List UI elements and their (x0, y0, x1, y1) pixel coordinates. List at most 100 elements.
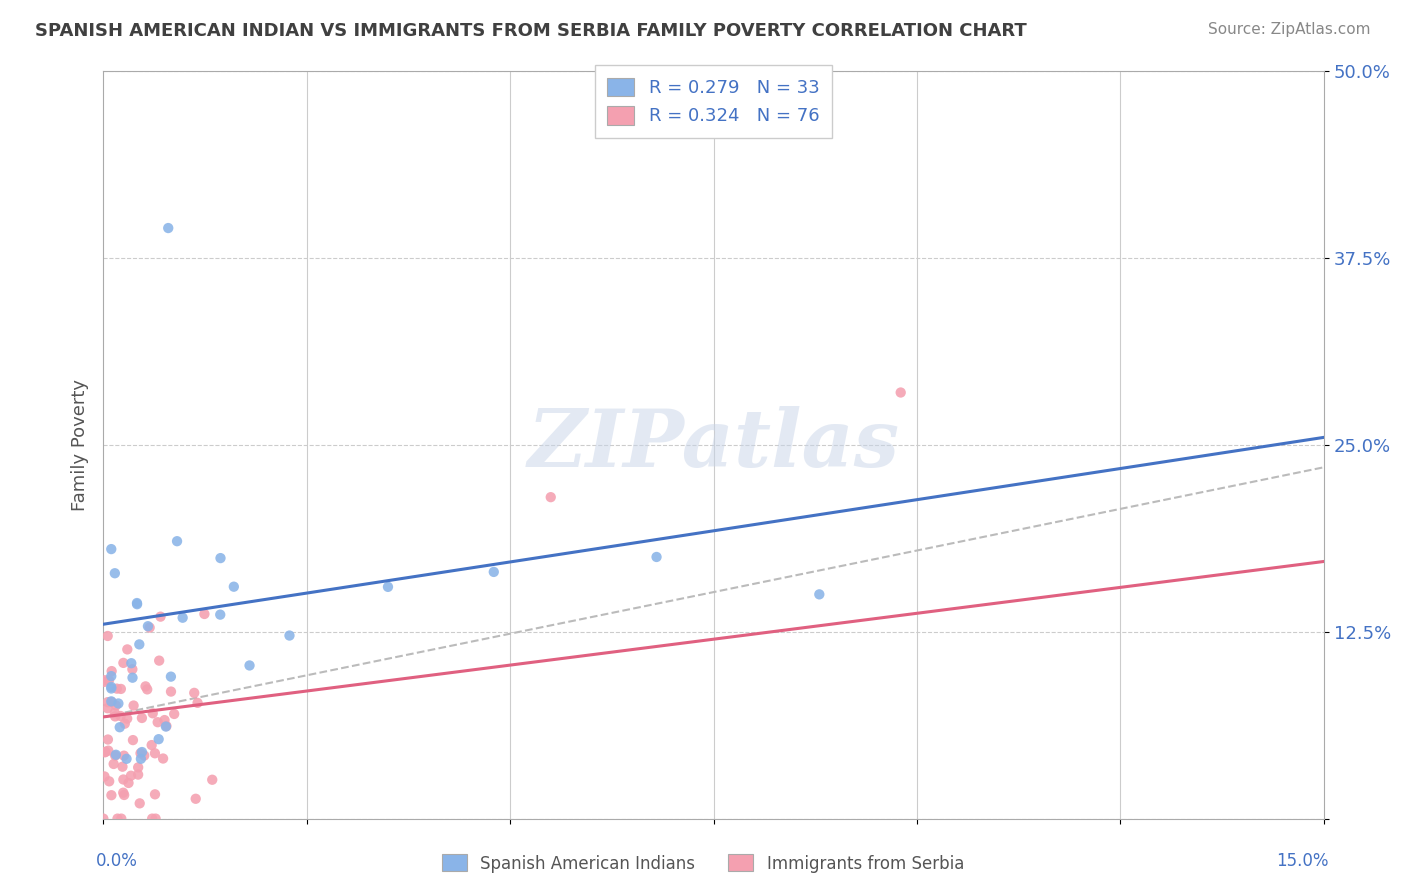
Point (238, 658, 260, 673)
Point (160, 684, 183, 698)
Point (122, 733, 145, 747)
Point (112, 788, 135, 802)
Point (645, 549, 668, 564)
Point (143, 788, 166, 802)
Point (152, 751, 174, 765)
Point (112, 656, 135, 670)
Point (138, 621, 160, 635)
Point (120, 656, 142, 670)
Point (101, 695, 124, 709)
Point (115, 752, 138, 766)
Point (278, 628, 301, 642)
Point (128, 637, 150, 651)
Point (128, 797, 150, 811)
Point (222, 580, 245, 594)
Legend: R = 0.279   N = 33, R = 0.324   N = 76: R = 0.279 N = 33, R = 0.324 N = 76 (595, 65, 832, 138)
Point (114, 716, 136, 731)
Point (134, 748, 156, 763)
Point (163, 706, 186, 721)
Point (142, 706, 165, 721)
Point (93, 769, 115, 783)
Point (540, 490, 562, 504)
Point (103, 756, 125, 771)
Point (93, 674, 115, 689)
Point (145, 812, 167, 826)
Point (153, 713, 176, 727)
Point (107, 812, 129, 826)
Point (187, 696, 209, 710)
Point (97, 744, 120, 758)
Point (117, 776, 139, 790)
Point (112, 786, 135, 800)
Point (127, 597, 149, 611)
Point (160, 670, 183, 684)
Legend: Spanish American Indians, Immigrants from Serbia: Spanish American Indians, Immigrants fro… (434, 847, 972, 880)
Point (112, 772, 135, 787)
Point (104, 747, 127, 762)
Point (129, 752, 152, 766)
Point (184, 791, 207, 805)
Point (377, 580, 399, 594)
Point (808, 587, 831, 601)
Point (104, 698, 127, 713)
Point (127, 767, 149, 781)
Point (108, 720, 131, 734)
Point (100, 788, 122, 802)
Point (141, 738, 163, 752)
Point (143, 747, 166, 761)
Point (201, 772, 224, 787)
Point (97, 695, 120, 709)
Point (100, 669, 122, 683)
Point (117, 642, 139, 657)
Point (104, 566, 127, 581)
Point (100, 542, 122, 557)
Point (104, 706, 127, 720)
Point (125, 596, 148, 610)
Point (146, 715, 169, 730)
Point (97, 701, 120, 715)
Point (100, 680, 122, 694)
Text: SPANISH AMERICAN INDIAN VS IMMIGRANTS FROM SERBIA FAMILY POVERTY CORRELATION CHA: SPANISH AMERICAN INDIAN VS IMMIGRANTS FR… (35, 22, 1026, 40)
Point (93, 812, 115, 826)
Text: 15.0%: 15.0% (1277, 852, 1329, 870)
Point (121, 671, 143, 685)
Point (110, 681, 132, 696)
Point (115, 712, 138, 726)
Point (105, 681, 128, 696)
Text: ZIPatlas: ZIPatlas (527, 406, 900, 483)
Point (131, 711, 153, 725)
Point (149, 609, 172, 624)
Point (100, 694, 122, 708)
Point (110, 812, 132, 826)
Point (120, 769, 142, 783)
Point (121, 662, 143, 676)
Point (141, 812, 163, 826)
Point (148, 732, 170, 747)
Point (127, 760, 149, 774)
Y-axis label: Family Poverty: Family Poverty (72, 379, 89, 511)
Point (131, 745, 153, 759)
Point (183, 686, 205, 700)
Point (97, 732, 120, 747)
Point (890, 385, 912, 400)
Point (100, 681, 122, 696)
Point (135, 679, 157, 693)
Point (104, 748, 127, 763)
Point (157, 221, 180, 235)
Point (482, 565, 505, 579)
Point (155, 720, 177, 734)
Point (104, 709, 127, 723)
Point (94, 673, 117, 688)
Point (172, 611, 194, 625)
Text: 0.0%: 0.0% (96, 852, 138, 870)
Point (94, 745, 117, 759)
Point (136, 619, 159, 633)
Point (100, 664, 122, 678)
Point (136, 682, 159, 697)
Point (122, 698, 145, 713)
Point (107, 697, 129, 711)
Point (94, 745, 117, 759)
Point (155, 719, 177, 733)
Point (209, 607, 232, 622)
Point (110, 709, 132, 723)
